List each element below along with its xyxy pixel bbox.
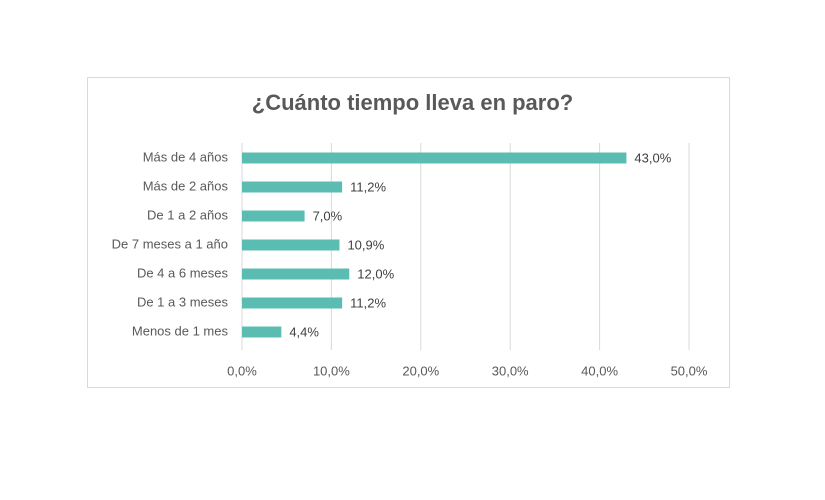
category-label: De 7 meses a 1 año — [112, 236, 228, 251]
x-tick-label: 30,0% — [492, 363, 529, 378]
x-tick-label: 20,0% — [402, 363, 439, 378]
bar — [242, 239, 340, 251]
value-label: 7,0% — [313, 208, 343, 223]
category-label: De 1 a 2 años — [147, 207, 228, 222]
value-label: 11,2% — [350, 295, 386, 310]
value-label: 10,9% — [347, 237, 384, 252]
bar — [242, 210, 305, 222]
value-labels: 43,0% 11,2% 7,0% 10,9% 12,0% 11,2% 4,4% — [289, 150, 671, 339]
value-label: 43,0% — [634, 150, 671, 165]
x-tick-label: 40,0% — [581, 363, 618, 378]
chart-title: ¿Cuánto tiempo lleva en paro? — [251, 90, 574, 115]
bars — [242, 152, 627, 338]
x-tick-label: 0,0% — [227, 363, 257, 378]
bar — [242, 152, 627, 164]
category-label: Más de 2 años — [143, 178, 229, 193]
bar — [242, 297, 343, 309]
x-tick-labels: 0,0% 10,0% 20,0% 30,0% 40,0% 50,0% — [227, 363, 708, 378]
value-label: 12,0% — [357, 266, 394, 281]
category-labels: Más de 4 años Más de 2 años De 1 a 2 años D… — [112, 149, 229, 338]
category-label: De 1 a 3 meses — [137, 294, 229, 309]
x-tick-label: 50,0% — [671, 363, 708, 378]
bar — [242, 181, 343, 193]
chart-frame — [87, 77, 730, 388]
value-label: 4,4% — [289, 324, 319, 339]
bar — [242, 268, 350, 280]
value-label: 11,2% — [350, 179, 386, 194]
x-tick-label: 10,0% — [313, 363, 350, 378]
category-label: Menos de 1 mes — [132, 323, 229, 338]
category-label: Más de 4 años — [143, 149, 229, 164]
category-label: De 4 a 6 meses — [137, 265, 229, 280]
bar — [242, 326, 282, 338]
